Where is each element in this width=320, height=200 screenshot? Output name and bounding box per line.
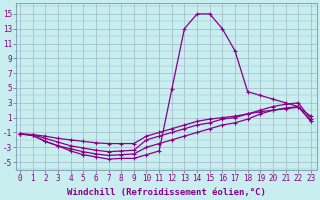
X-axis label: Windchill (Refroidissement éolien,°C): Windchill (Refroidissement éolien,°C) <box>67 188 266 197</box>
